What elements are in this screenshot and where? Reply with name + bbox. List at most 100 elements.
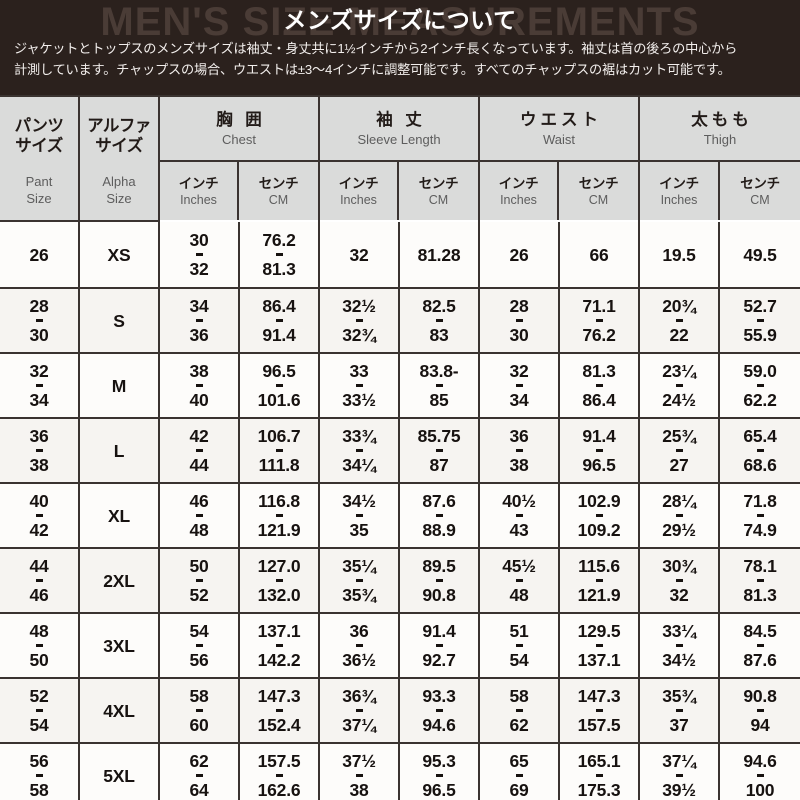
range-dash-icon (675, 319, 683, 322)
column-header-group-chest: 胸 囲 Chest インチ Inches センチ CM (160, 97, 320, 222)
range-dash-icon (515, 579, 523, 582)
cell-value-min: 25¾ (662, 426, 696, 447)
cell-sleeve-cm: 93.3 94.6 (400, 679, 480, 744)
waist-unit-cm-en: CM (588, 192, 609, 207)
cell-value-min: 93.3 (422, 686, 456, 707)
cell-value: XS (107, 244, 131, 265)
cell-value-max: 132.0 (257, 584, 301, 605)
waist-en: Waist (542, 131, 576, 147)
range-dash-icon (515, 774, 523, 777)
sleeve-unit-cm: センチ CM (399, 162, 478, 220)
range-dash-icon (515, 514, 523, 517)
cell-value-min: 32½ (342, 296, 376, 317)
thigh-unit-inches-jp: インチ (659, 175, 699, 191)
cell-value-min: 46 (189, 491, 209, 512)
cell-thigh-in: 28¼ 29½ (640, 484, 720, 549)
range-dash-icon (275, 449, 283, 452)
cell-chest-cm: 96.5 101.6 (240, 354, 320, 419)
cell-alpha-size: S (80, 289, 160, 354)
cell-value-min: 28¼ (662, 491, 696, 512)
cell-value-max: 60 (189, 714, 209, 735)
cell-value-min: 23¼ (662, 361, 696, 382)
cell-value-min: 116.8 (258, 491, 300, 512)
cell-value-min: 62 (189, 751, 209, 772)
cell-value-max: 81.3 (262, 258, 296, 279)
cell-thigh-cm: 90.8 94 (720, 679, 800, 744)
cell-thigh-cm: 94.6 100 (720, 744, 800, 800)
sleeve-jp: 袖 丈 (376, 110, 426, 129)
range-dash-icon (756, 644, 764, 647)
cell-sleeve-in: 36¾ 37¼ (320, 679, 400, 744)
cell-waist-in: 45½ 48 (480, 549, 560, 614)
cell-waist-cm: 71.1 76.2 (560, 289, 640, 354)
range-dash-icon (275, 644, 283, 647)
cell-value-max: 76.2 (582, 324, 616, 345)
range-dash-icon (195, 709, 203, 712)
cell-value-min: 76.2 (262, 230, 296, 251)
thigh-unit-inches-en: Inches (660, 192, 698, 207)
range-dash-icon (275, 774, 283, 777)
cell-value: 66 (589, 244, 609, 265)
thigh-jp: 太もも (691, 110, 753, 129)
sleeve-unit-inches: インチ Inches (320, 162, 400, 220)
table-header-row: パンツ サイズ Pant Size アルファ サイズ Alpha Size 胸 … (0, 97, 800, 222)
cell-value-max: 50 (29, 649, 49, 670)
cell-value: 81.28 (417, 244, 461, 265)
cell-value-max: 94 (750, 714, 770, 735)
cell-value-max: 54 (509, 649, 529, 670)
waist-unit-cm: センチ CM (559, 162, 638, 220)
cell-value-min: 90.8 (743, 686, 777, 707)
cell-waist-cm: 91.4 96.5 (560, 419, 640, 484)
cell-value-max: 68.6 (743, 454, 777, 475)
cell-sleeve-in: 37½ 38 (320, 744, 400, 800)
table-row: 40 42 XL 46 48 116.8 121.9 34½ 35 87.6 88.9 40½ 43 10… (0, 484, 800, 549)
cell-sleeve-in: 32½ 32¾ (320, 289, 400, 354)
cell-thigh-cm: 71.8 74.9 (720, 484, 800, 549)
waist-unit-cm-jp: センチ (578, 175, 619, 191)
table-row: 32 34 M 38 40 96.5 101.6 33 33½ 83.8- 85 32 34 81.3 86… (0, 354, 800, 419)
cell-pant-size: 48 50 (0, 614, 80, 679)
description-line-2: 計測しています。チャップスの場合、ウエストは±3〜4インチに調整可能です。すべて… (14, 62, 731, 77)
range-dash-icon (675, 579, 683, 582)
cell-waist-in: 65 69 (480, 744, 560, 800)
cell-chest-cm: 76.2 81.3 (240, 222, 320, 289)
table-row: 26 XS 30 32 76.2 81.3 32 81.28 26 66 19.5 49.5 (0, 222, 800, 289)
cell-thigh-cm: 52.7 55.9 (720, 289, 800, 354)
cell-alpha-size: L (80, 419, 160, 484)
cell-chest-in: 30 32 (160, 222, 240, 289)
cell-value-min: 147.3 (577, 686, 621, 707)
cell-value-max: 37 (669, 714, 689, 735)
range-dash-icon (515, 644, 523, 647)
cell-value-max: 85 (429, 389, 449, 410)
sleeve-unit-inches-en: Inches (340, 192, 377, 207)
range-dash-icon (756, 709, 764, 712)
range-dash-icon (355, 644, 363, 647)
cell-value-max: 43 (509, 519, 529, 540)
cell-value-min: 59.0 (743, 361, 777, 382)
range-dash-icon (275, 253, 283, 256)
range-dash-icon (35, 579, 43, 582)
chest-en: Chest (222, 131, 256, 147)
cell-value-max: 121.9 (257, 519, 301, 540)
range-dash-icon (595, 644, 603, 647)
cell-value-min: 102.9 (577, 491, 621, 512)
cell-waist-in: 36 38 (480, 419, 560, 484)
description-line-1: ジャケットとトップスのメンズサイズは袖丈・身丈共に1½インチから2インチ長くなっ… (14, 41, 738, 56)
cell-value-min: 34 (189, 296, 209, 317)
table-row: 56 58 5XL 62 64 157.5 162.6 37½ 38 95.3 96.5 65 69 16… (0, 744, 800, 800)
chest-unit-cm: センチ CM (239, 162, 318, 220)
cell-value-min: 40½ (502, 491, 536, 512)
range-dash-icon (275, 384, 283, 387)
cell-value-max: 62 (509, 714, 529, 735)
cell-value-min: 36 (509, 426, 529, 447)
range-dash-icon (195, 384, 203, 387)
range-dash-icon (435, 644, 443, 647)
cell-value-max: 87.6 (743, 649, 777, 670)
range-dash-icon (35, 449, 43, 452)
range-dash-icon (435, 709, 443, 712)
thigh-en: Thigh (703, 131, 737, 147)
cell-value: 32 (349, 244, 369, 265)
cell-value-min: 52 (29, 686, 49, 707)
waist-unit-inches-en: Inches (500, 192, 537, 207)
